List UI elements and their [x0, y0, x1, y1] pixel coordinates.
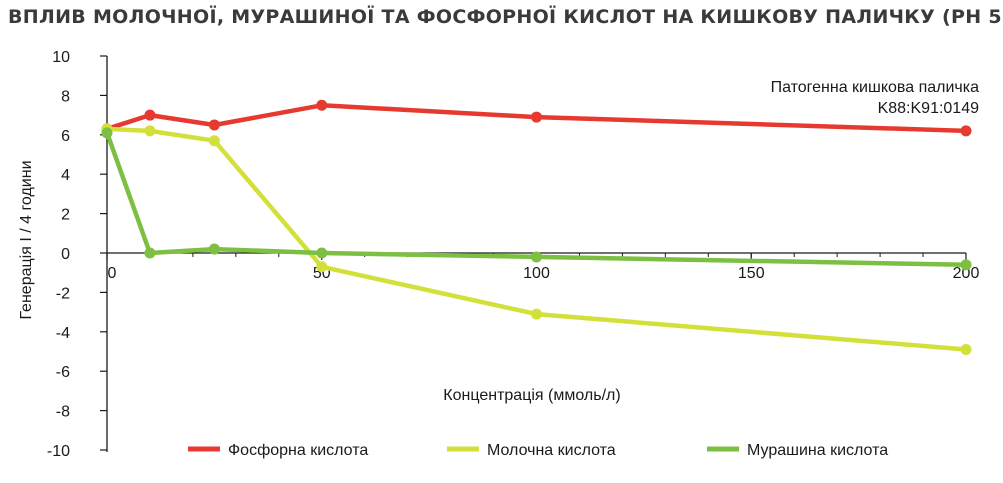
annotation-line-2: K88:K91:0149 [878, 100, 980, 117]
x-tick-label: 100 [523, 265, 550, 282]
y-axis-label: Генерація І / 4 години [18, 160, 35, 319]
data-point [144, 125, 156, 137]
series-layer [101, 99, 972, 356]
series-1 [101, 99, 972, 137]
x-tick-label: 200 [953, 265, 980, 282]
data-point [144, 109, 156, 121]
legend-label: Фосфорна кислота [228, 442, 368, 459]
data-point [316, 247, 328, 259]
y-tick-label: 10 [52, 49, 70, 66]
y-tick-label: -6 [56, 364, 70, 381]
legend-item: Молочна кислота [447, 442, 616, 459]
data-point [101, 127, 113, 139]
data-point [531, 308, 542, 320]
data-point [531, 251, 542, 263]
chart-title: ВПЛИВ МОЛОЧНОЇ, МУРАШИНОЇ ТА ФОСФОРНОЇ К… [8, 6, 1003, 28]
y-tick-label: 8 [61, 88, 70, 105]
series-2 [101, 123, 972, 356]
data-point [208, 135, 220, 147]
chart-annotation: Патогенна кишкова паличка K88:K91:0149 [771, 79, 980, 117]
data-point [144, 247, 156, 259]
x-tick-label: 150 [738, 265, 765, 282]
data-point [316, 99, 328, 111]
data-point [960, 344, 972, 356]
legend: Фосфорна кислота Молочна кислота Мурашина … [188, 442, 888, 459]
series-line [106, 103, 967, 134]
y-tick-label: 6 [61, 128, 70, 145]
y-tick-label: -4 [56, 325, 70, 342]
y-tick-label: -2 [56, 285, 70, 302]
x-axis-label: Концентрація (ммоль/л) [443, 387, 620, 404]
y-axis-ticks: 10 8 6 4 2 0 -2 -4 -6 -8 -10 [47, 49, 107, 460]
legend-item: Мурашина кислота [707, 442, 888, 459]
y-tick-label: -8 [56, 404, 70, 421]
data-point [208, 243, 220, 255]
data-point [960, 259, 972, 271]
series-line [104, 132, 967, 268]
series-line [106, 126, 967, 352]
data-point [960, 125, 972, 137]
series-3 [101, 127, 972, 271]
y-tick-label: 0 [61, 246, 70, 263]
y-tick-label: -10 [47, 443, 70, 460]
y-tick-label: 2 [61, 207, 70, 224]
annotation-line-1: Патогенна кишкова паличка [771, 79, 980, 96]
data-point [531, 111, 542, 123]
x-tick-label: 0 [108, 265, 117, 282]
y-tick-label: 4 [61, 167, 70, 184]
data-point [208, 119, 220, 131]
legend-label: Молочна кислота [487, 442, 616, 459]
data-point [316, 261, 328, 273]
legend-label: Мурашина кислота [747, 442, 888, 459]
legend-item: Фосфорна кислота [188, 442, 368, 459]
